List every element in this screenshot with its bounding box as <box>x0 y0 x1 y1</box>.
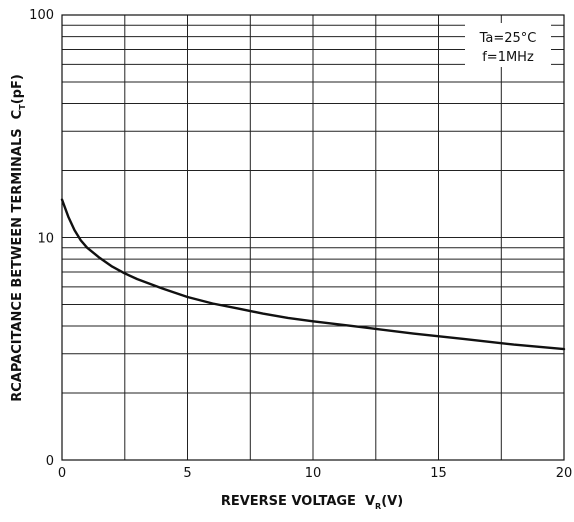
x-axis-label: REVERSE VOLTAGE VR(V) <box>221 494 403 511</box>
x-tick-label: 5 <box>183 466 191 481</box>
grid-layer <box>62 15 564 460</box>
y-axis-label-subscript: T <box>18 104 27 110</box>
y-axis-label: RCAPACITANCE BETWEEN TERMINALS CT(pF) <box>10 74 27 402</box>
frame-layer <box>61 14 565 461</box>
x-tick-label: 15 <box>430 466 447 481</box>
x-tick-label: 20 <box>556 466 573 481</box>
y-axis-label-unit: (pF) <box>10 74 25 104</box>
y-axis-label-main: RCAPACITANCE BETWEEN TERMINALS C <box>10 110 25 402</box>
x-tick-label: 0 <box>58 466 66 481</box>
condition-annotation: Ta=25°C f=1MHz <box>465 23 551 67</box>
x-axis-label-subscript: R <box>375 502 381 511</box>
y-tick-label: 100 <box>29 8 54 23</box>
x-axis-label-unit: (V) <box>381 494 403 509</box>
y-tick-label: 0 <box>46 454 54 469</box>
x-axis-label-main: REVERSE VOLTAGE V <box>221 494 375 509</box>
plot-frame <box>61 14 565 461</box>
curve-layer <box>60 198 566 351</box>
annotation-frequency: f=1MHz <box>482 50 534 65</box>
annotation-temperature: Ta=25°C <box>479 31 537 46</box>
y-tick-label: 10 <box>37 232 54 247</box>
capacitance-curve <box>60 198 566 351</box>
x-tick-label: 10 <box>305 466 322 481</box>
annotation-background <box>465 23 551 67</box>
